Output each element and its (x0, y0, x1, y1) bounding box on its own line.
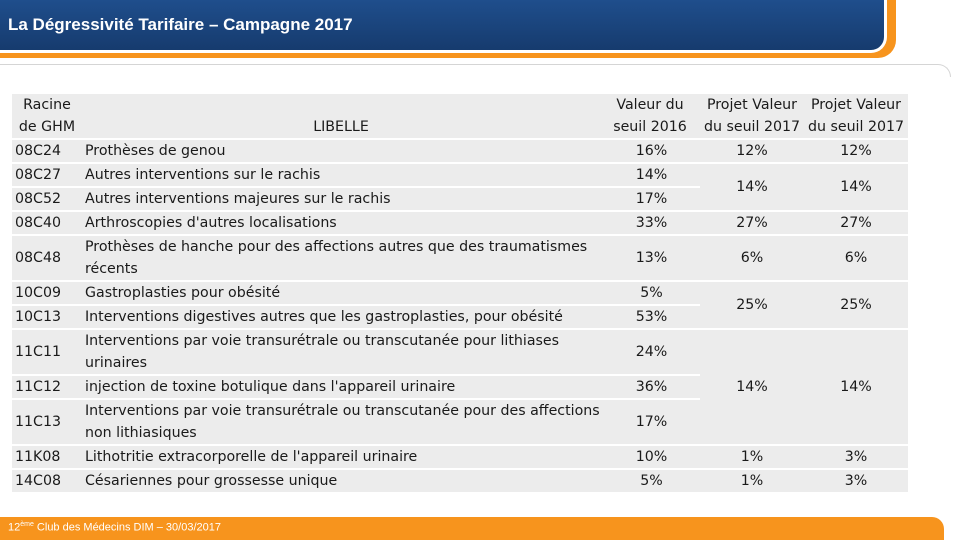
row-libelle: Arthroscopies d'autres localisations (82, 210, 600, 235)
table-row: 11C13 Interventions par voie transurétra… (12, 398, 908, 445)
row-libelle: Gastroplasties pour obésité (82, 280, 600, 305)
header-divider (0, 64, 951, 77)
row-valeur-2016: 33% (600, 210, 700, 235)
page-title: La Dégressivité Tarifaire – Campagne 201… (8, 15, 353, 34)
table-row: 11C12 injection de toxine botulique dans… (12, 374, 908, 399)
row-libelle: Prothèses de hanche pour des affections … (82, 234, 600, 281)
projet-valeur-1: 1% (700, 468, 804, 492)
projet-valeur-2: 14% (804, 162, 908, 211)
row-libelle: Interventions par voie transurétrale ou … (82, 398, 600, 445)
row-libelle: Césariennes pour grossesse unique (82, 468, 600, 492)
projet-valeur-2: 25% (804, 280, 908, 329)
table-row: 14C08 Césariennes pour grossesse unique … (12, 468, 908, 492)
header-racine: Racine de GHM (12, 92, 82, 139)
projet-valeur-2: 3% (804, 468, 908, 492)
header-projet-valeur-2: Projet Valeur du seuil 2017 (804, 92, 908, 139)
degressivite-table: Racine de GHM LIBELLE Valeur du seuil 20… (12, 92, 908, 492)
row-libelle: Autres interventions sur le rachis (82, 162, 600, 187)
row-valeur-2016: 53% (600, 304, 700, 329)
projet-valeur-2: 3% (804, 444, 908, 469)
row-valeur-2016: 16% (600, 138, 700, 163)
footer-bar (0, 517, 944, 540)
table-row: 08C40 Arthroscopies d'autres localisatio… (12, 210, 908, 235)
row-valeur-2016: 24% (600, 328, 700, 375)
row-libelle: Interventions par voie transurétrale ou … (82, 328, 600, 375)
row-code: 11C13 (12, 398, 82, 445)
projet-valeur-1: 1% (700, 444, 804, 469)
row-libelle: Lithotritie extracorporelle de l'apparei… (82, 444, 600, 469)
table-row: 08C52 Autres interventions majeures sur … (12, 186, 908, 211)
header-projet-valeur-1: Projet Valeur du seuil 2017 (700, 92, 804, 139)
row-libelle: Interventions digestives autres que les … (82, 304, 600, 329)
projet-valeur-1: 14% (700, 328, 804, 445)
table-row: 11C11 Interventions par voie transurétra… (12, 328, 908, 445)
row-valeur-2016: 36% (600, 374, 700, 399)
row-valeur-2016: 10% (600, 444, 700, 469)
row-valeur-2016: 17% (600, 398, 700, 445)
row-valeur-2016: 5% (600, 468, 700, 492)
row-libelle: Autres interventions majeures sur le rac… (82, 186, 600, 211)
projet-valeur-1: 6% (700, 234, 804, 281)
row-code: 08C52 (12, 186, 82, 211)
table-row: 08C24 Prothèses de genou 16% 12% 12% (12, 138, 908, 163)
table-row: 10C09 Gastroplasties pour obésité 5% 25%… (12, 280, 908, 329)
header-valeur-2016: Valeur du seuil 2016 (600, 92, 700, 139)
projet-valeur-2: 12% (804, 138, 908, 163)
row-code: 11C11 (12, 328, 82, 375)
row-libelle: Prothèses de genou (82, 138, 600, 163)
projet-valeur-2: 14% (804, 328, 908, 445)
row-code: 10C09 (12, 280, 82, 305)
header-bar (0, 0, 887, 53)
table-header-row: Racine de GHM LIBELLE Valeur du seuil 20… (12, 92, 908, 139)
row-code: 14C08 (12, 468, 82, 492)
row-libelle: injection de toxine botulique dans l'app… (82, 374, 600, 399)
projet-valeur-1: 14% (700, 162, 804, 211)
projet-valeur-2: 27% (804, 210, 908, 235)
row-code: 08C27 (12, 162, 82, 187)
header-libelle: LIBELLE (82, 92, 600, 139)
row-code: 11C12 (12, 374, 82, 399)
row-code: 08C40 (12, 210, 82, 235)
projet-valeur-1: 25% (700, 280, 804, 329)
table-row: 08C27 Autres interventions sur le rachis… (12, 162, 908, 211)
row-code: 08C48 (12, 234, 82, 281)
footer-text: 12ème Club des Médecins DIM – 30/03/2017 (8, 521, 221, 534)
row-code: 10C13 (12, 304, 82, 329)
projet-valeur-1: 27% (700, 210, 804, 235)
row-code: 11K08 (12, 444, 82, 469)
row-valeur-2016: 13% (600, 234, 700, 281)
row-valeur-2016: 5% (600, 280, 700, 305)
table-row: 08C48 Prothèses de hanche pour des affec… (12, 234, 908, 281)
table-row: 10C13 Interventions digestives autres qu… (12, 304, 908, 329)
row-code: 08C24 (12, 138, 82, 163)
projet-valeur-2: 6% (804, 234, 908, 281)
row-valeur-2016: 14% (600, 162, 700, 187)
row-valeur-2016: 17% (600, 186, 700, 211)
table-row: 11K08 Lithotritie extracorporelle de l'a… (12, 444, 908, 469)
projet-valeur-1: 12% (700, 138, 804, 163)
